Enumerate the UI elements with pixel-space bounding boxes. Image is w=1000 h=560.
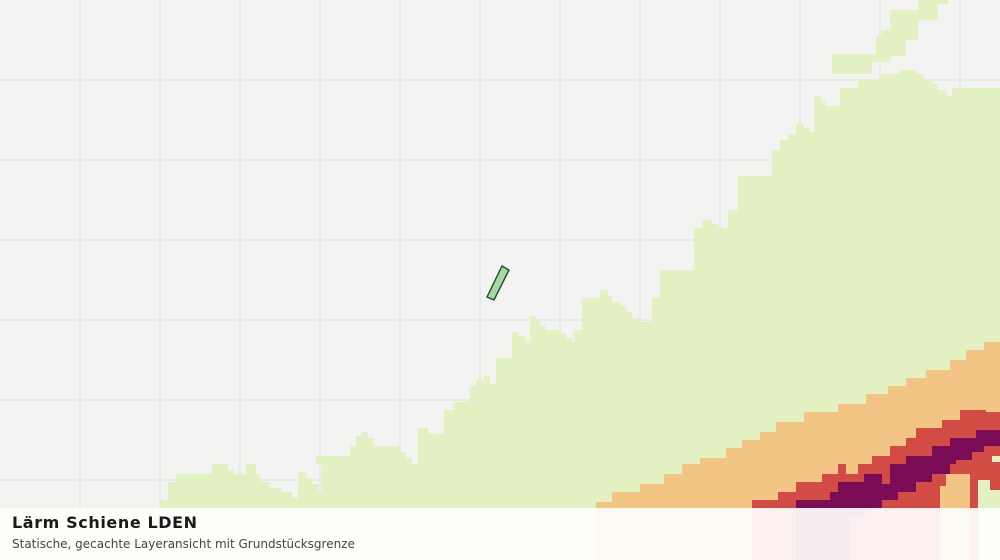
legend-title: Lärm Schiene LDEN (12, 513, 198, 532)
legend-panel: Lärm Schiene LDEN Statische, gecachte La… (0, 508, 1000, 560)
noise-zone-class-1-north (832, 0, 948, 74)
legend-subtitle: Statische, gecachte Layeransicht mit Gru… (12, 537, 355, 551)
parcel-boundary[interactable] (486, 265, 510, 301)
noise-zone-class-1 (0, 70, 1000, 560)
noise-zone-gap-small (992, 456, 1000, 462)
